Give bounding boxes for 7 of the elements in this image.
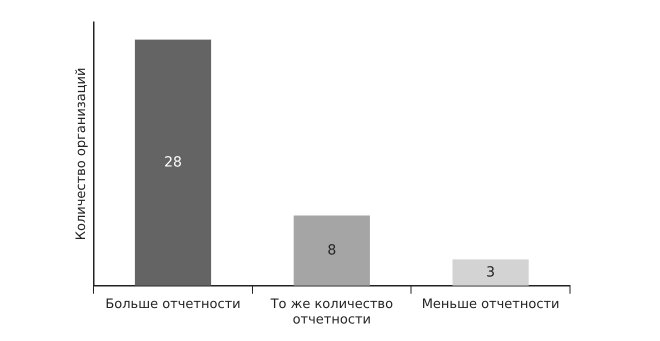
x-tick-label: То же количество отчетности	[270, 296, 394, 328]
y-axis-title: Количество организаций	[74, 68, 90, 240]
x-tick-label: Меньше отчетности	[422, 296, 560, 312]
data-label: 8	[327, 242, 336, 258]
data-label: 28	[164, 154, 182, 170]
x-tick-label: Больше отчетности	[105, 296, 241, 312]
data-label: 3	[486, 264, 496, 280]
